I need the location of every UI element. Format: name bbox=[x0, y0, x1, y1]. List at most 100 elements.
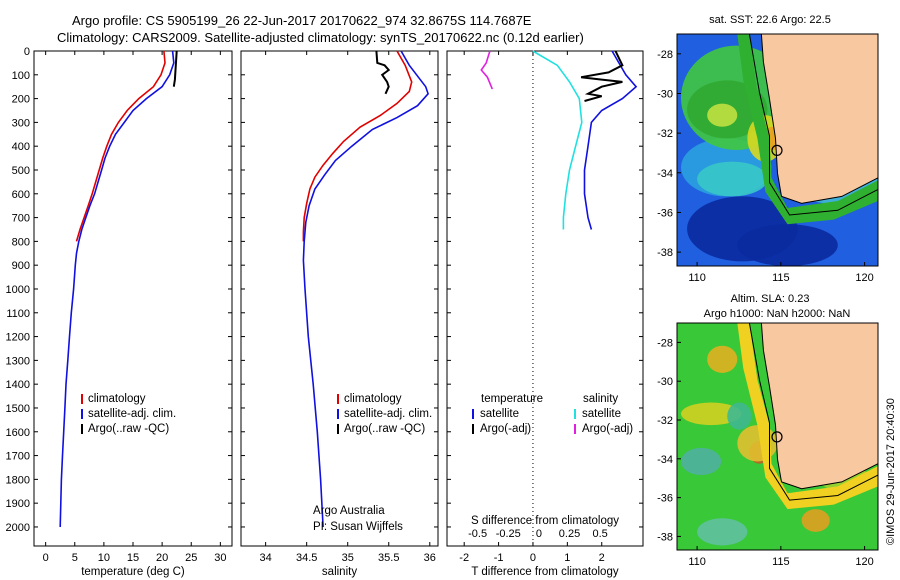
sst_map-lat-label: -28 bbox=[657, 49, 673, 61]
depth-tick-label: 1100 bbox=[6, 308, 30, 320]
depth-tick-label: 1500 bbox=[6, 403, 30, 415]
sst_map-group bbox=[676, 33, 879, 267]
sla_map-field-patch bbox=[707, 345, 738, 373]
temperature-xtick-label: 10 bbox=[98, 552, 110, 564]
depth-tick-label: 1200 bbox=[6, 332, 30, 344]
salinity-xlabel: salinity bbox=[322, 566, 357, 578]
temperature-series-argo-raw-qc- bbox=[172, 50, 178, 87]
sst_map-shelf bbox=[737, 34, 878, 225]
sla_map-lat-label: -38 bbox=[657, 531, 673, 543]
sla_map-lat-label: -32 bbox=[657, 415, 673, 427]
sst_map-argo-position-marker bbox=[771, 144, 783, 156]
sla_map-shelf bbox=[737, 323, 878, 510]
depth-tick-label: 1900 bbox=[6, 498, 30, 510]
difference-xtick-label: -1 bbox=[494, 552, 504, 564]
sla_map-lon-label: 110 bbox=[688, 556, 706, 568]
depth-tick-label: 2000 bbox=[6, 522, 30, 534]
depth-tick-label: 300 bbox=[12, 117, 30, 129]
temperature-xtick-label: 30 bbox=[214, 552, 226, 564]
sla_map-lat-label: -28 bbox=[657, 337, 673, 349]
temperature-xtick-label: 20 bbox=[156, 552, 168, 564]
sla_map-field-patch bbox=[681, 447, 722, 476]
sla_map-lon-label: 120 bbox=[855, 556, 873, 568]
legend-salinity-heading: salinity bbox=[583, 393, 618, 405]
sla_map-group bbox=[676, 322, 879, 551]
sst_map-lat-label: -32 bbox=[657, 128, 673, 140]
depth-tick-label: 1000 bbox=[6, 284, 30, 296]
sst_map-field-patch bbox=[697, 161, 768, 197]
temperature-xlabel: temperature (deg C) bbox=[81, 566, 185, 578]
difference-xtick-label: 1 bbox=[564, 552, 570, 564]
legend-temperature-label: Argo(-adj) bbox=[480, 423, 531, 435]
sst_map-lat-label: -36 bbox=[657, 207, 673, 219]
depth-tick-label: 1400 bbox=[6, 379, 30, 391]
temperature-series-climatology bbox=[75, 50, 166, 242]
difference-series-salinity-satellite bbox=[532, 50, 583, 230]
salinity-xtick-label: 34.5 bbox=[296, 552, 317, 564]
sla_map-isobath bbox=[748, 322, 879, 501]
depth-tick-label: 200 bbox=[12, 94, 30, 106]
sst_map-lat-label: -34 bbox=[657, 168, 673, 180]
salinity-diff-xlabel: S difference from climatology bbox=[471, 515, 619, 527]
sla_map-lat-label: -34 bbox=[657, 454, 673, 466]
legend-temperature-label: satellite bbox=[480, 408, 519, 420]
sst_map-land bbox=[760, 33, 879, 204]
sst_map-lon-label: 110 bbox=[688, 272, 706, 284]
temperature-series-satellite-adj-clim- bbox=[59, 50, 175, 528]
depth-tick-label: 700 bbox=[12, 213, 30, 225]
salinity-xtick-label: 34 bbox=[260, 552, 272, 564]
sst_map-lat-label: -38 bbox=[657, 247, 673, 259]
sla-map-title-line1: Altim. SLA: 0.23 bbox=[731, 293, 810, 305]
depth-tick-label: 1300 bbox=[6, 355, 30, 367]
sla_map-lat-label: -36 bbox=[657, 493, 673, 505]
salinity-legend-label: satellite-adj. clim. bbox=[344, 408, 432, 420]
sla-map-title-line2: Argo h1000: NaN h2000: NaN bbox=[704, 308, 851, 320]
salinity-diff-tick-label: 0 bbox=[536, 528, 542, 540]
temperature-xtick-label: 25 bbox=[185, 552, 197, 564]
depth-tick-label: 600 bbox=[12, 189, 30, 201]
sla_map-field-patch bbox=[697, 518, 748, 546]
sst_map-lat-label: -30 bbox=[657, 88, 673, 100]
depth-tick-label: 1700 bbox=[6, 451, 30, 463]
header-line2: Climatology: CARS2009. Satellite-adjuste… bbox=[57, 30, 584, 45]
depth-tick-label: 400 bbox=[12, 141, 30, 153]
difference-xlabel: T difference from climatology bbox=[471, 566, 618, 578]
imos-timestamp: ©IMOS 29-Jun-2017 20:40:30 bbox=[885, 398, 897, 545]
sst_map-field-patch bbox=[737, 224, 838, 266]
temperature-legend-label: satellite-adj. clim. bbox=[88, 408, 176, 420]
sst_map-lon-label: 120 bbox=[855, 272, 873, 284]
salinity-xtick-label: 36 bbox=[424, 552, 436, 564]
legend-salinity-label: Argo(-adj) bbox=[582, 423, 633, 435]
credit-line2: PI: Susan Wijffels bbox=[313, 521, 403, 533]
legend-temperature-heading: temperature bbox=[481, 393, 543, 405]
sla_map-field-patch bbox=[681, 402, 742, 426]
sla_map-lon-label: 115 bbox=[772, 556, 790, 568]
sla_map-argo-position-marker bbox=[771, 431, 783, 443]
depth-tick-label: 900 bbox=[12, 260, 30, 272]
sla_map-land bbox=[760, 322, 879, 490]
depth-tick-label: 0 bbox=[24, 46, 30, 58]
depth-tick-label: 1800 bbox=[6, 474, 30, 486]
temperature-plot-frame bbox=[33, 50, 233, 547]
sst_map-frame bbox=[676, 33, 879, 267]
sla_map-lat-label: -30 bbox=[657, 376, 673, 388]
temperature-xtick-label: 5 bbox=[72, 552, 78, 564]
depth-tick-label: 100 bbox=[12, 70, 30, 82]
credit-line1: Argo Australia bbox=[313, 505, 385, 517]
salinity-diff-tick-label: 0.25 bbox=[559, 528, 580, 540]
difference-xtick-label: 0 bbox=[530, 552, 536, 564]
sla_map-field-patch bbox=[737, 425, 778, 462]
difference-series-salinity-argo-adj- bbox=[480, 50, 494, 90]
header-line1: Argo profile: CS 5905199_26 22-Jun-2017 … bbox=[72, 13, 532, 28]
difference-series-satellite bbox=[583, 50, 638, 230]
sst_map-lon-label: 115 bbox=[772, 272, 790, 284]
sst_map-field-patch bbox=[707, 103, 738, 127]
salinity-plot-frame bbox=[240, 50, 439, 547]
salinity-legend-label: climatology bbox=[344, 393, 402, 405]
temperature-legend-label: Argo(..raw -QC) bbox=[88, 423, 169, 435]
salinity-diff-tick-label: 0.5 bbox=[592, 528, 607, 540]
sla_map-field-patch bbox=[801, 509, 830, 532]
salinity-series-satellite-adj-clim- bbox=[302, 50, 430, 528]
salinity-legend-label: Argo(..raw -QC) bbox=[344, 423, 425, 435]
